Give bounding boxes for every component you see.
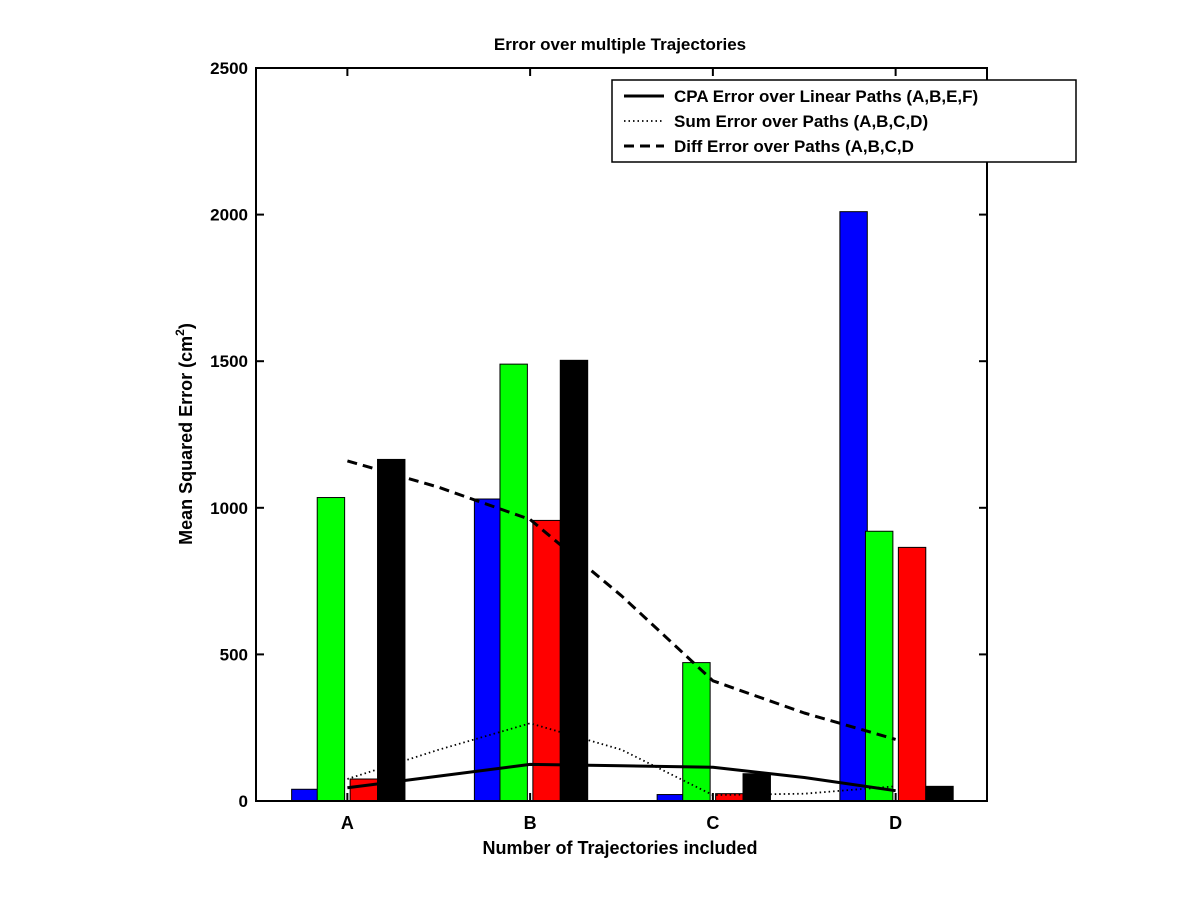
bar-series-1-A xyxy=(291,788,320,802)
y-axis-label: Mean Squared Error (cm2) xyxy=(173,323,196,545)
legend-box xyxy=(611,79,1077,163)
x-tick-label: B xyxy=(524,813,537,833)
x-tick-label: A xyxy=(341,813,354,833)
legend-label-dashed: Diff Error over Paths (A,B,C,D xyxy=(674,137,914,156)
y-axis-label-superscript: 2 xyxy=(173,329,187,336)
y-axis-label-main: Mean Squared Error (cm xyxy=(176,336,196,545)
bar-series-4-C xyxy=(742,773,771,802)
x-axis-label: Number of Trajectories included xyxy=(482,838,757,858)
bar-series-2-B xyxy=(499,363,528,802)
y-tick-label: 1500 xyxy=(210,352,248,371)
y-axis-label-tail: ) xyxy=(176,323,196,329)
line-series-dashed xyxy=(346,459,897,741)
y-tick-label: 500 xyxy=(220,645,248,664)
bar-series-4-D xyxy=(925,785,954,802)
bar-series-3-B xyxy=(532,519,561,802)
legend-label-solid: CPA Error over Linear Paths (A,B,E,F) xyxy=(674,87,978,106)
bar-series-2-A xyxy=(316,497,346,802)
bar-series-3-A xyxy=(349,778,379,802)
bar-series-3-D xyxy=(897,546,927,802)
plot-area: 0 500 1000 1500 2000 2500 A B C D xyxy=(210,59,988,833)
bar-series-1-B xyxy=(473,498,503,802)
axes-box xyxy=(255,67,988,802)
y-tick-label: 1000 xyxy=(210,499,248,518)
x-tick-label: D xyxy=(889,813,902,833)
legend: CPA Error over Linear Paths (A,B,E,F) Sum… xyxy=(611,79,1077,163)
y-tick-label: 2500 xyxy=(210,59,248,78)
bar-series-1-D xyxy=(839,211,868,802)
y-tick-label: 2000 xyxy=(210,206,248,225)
line-series-solid xyxy=(347,762,896,793)
x-tick-label: C xyxy=(706,813,719,833)
bar-series-2-C xyxy=(682,662,711,802)
legend-label-dotted: Sum Error over Paths (A,B,C,D) xyxy=(674,112,928,131)
bar-series-4-A xyxy=(377,458,406,802)
line-series-dotted xyxy=(347,722,896,796)
chart-title: Error over multiple Trajectories xyxy=(494,35,746,54)
bar-series-2-D xyxy=(864,530,894,802)
bar-series-4-B xyxy=(559,359,589,802)
y-tick-label: 0 xyxy=(239,792,248,811)
